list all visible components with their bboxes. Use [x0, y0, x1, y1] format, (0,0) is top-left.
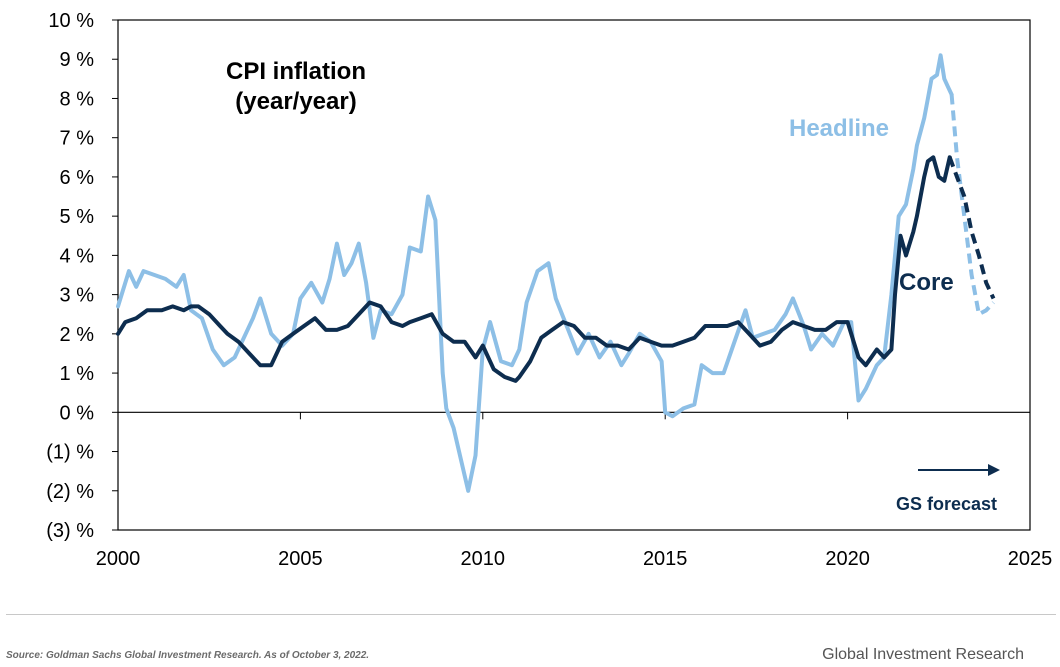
chart-title-line1: CPI inflation: [226, 58, 366, 85]
y-tick-label: 5 %: [60, 206, 95, 228]
forecast-arrow-icon: [918, 464, 1000, 476]
y-tick-label: 7 %: [60, 128, 95, 150]
y-tick-labels: 10 % 9 % 8 % 7 % 6 % 5 % 4 % 3 % 2 % 1 % 0 % (1) % (…: [46, 10, 94, 542]
footer-divider: [6, 614, 1056, 615]
y-tick-label: (1) %: [46, 442, 94, 464]
y-tick-label: 2 %: [60, 324, 95, 346]
y-tick-label: (2) %: [46, 481, 94, 503]
y-tick-label: 10 %: [48, 10, 94, 32]
core-series-label: Core: [899, 269, 954, 296]
brand-text: Global Investment Research: [822, 646, 1024, 663]
forecast-label: GS forecast: [896, 494, 997, 514]
y-tick-label: 0 %: [60, 402, 95, 424]
headline-series-line: [116, 53, 954, 493]
cpi-inflation-chart: 10 % 9 % 8 % 7 % 6 % 5 % 4 % 3 % 2 % 1 % 0 % (1) % (…: [46, 10, 1053, 570]
y-tick-label: 3 %: [60, 285, 95, 307]
x-tick-labels: 2000 2005 2010 2015 2020 2025: [96, 548, 1053, 570]
series-lines: [116, 53, 996, 493]
core-series-line: [116, 155, 952, 383]
headline-series-label: Headline: [789, 115, 889, 142]
x-tick-label: 2015: [643, 548, 688, 570]
x-tick-label: 2020: [825, 548, 870, 570]
source-note: Source: Goldman Sachs Global Investment …: [6, 650, 370, 661]
y-tick-label: 9 %: [60, 49, 95, 71]
x-tick-label: 2000: [96, 548, 141, 570]
x-tick-label: 2010: [461, 548, 506, 570]
y-tick-label: 4 %: [60, 245, 95, 267]
core-forecast-line: [947, 156, 996, 300]
y-tick-label: 1 %: [60, 363, 95, 385]
plot-frame: [117, 19, 1031, 531]
headline-forecast-line: [949, 94, 995, 317]
x-tick-label: 2005: [278, 548, 323, 570]
y-tick-label: 6 %: [60, 167, 95, 189]
x-tick-label: 2025: [1008, 548, 1053, 570]
y-tick-label: 8 %: [60, 88, 95, 110]
chart-title-line2: (year/year): [235, 88, 356, 115]
y-tick-label: (3) %: [46, 520, 94, 542]
